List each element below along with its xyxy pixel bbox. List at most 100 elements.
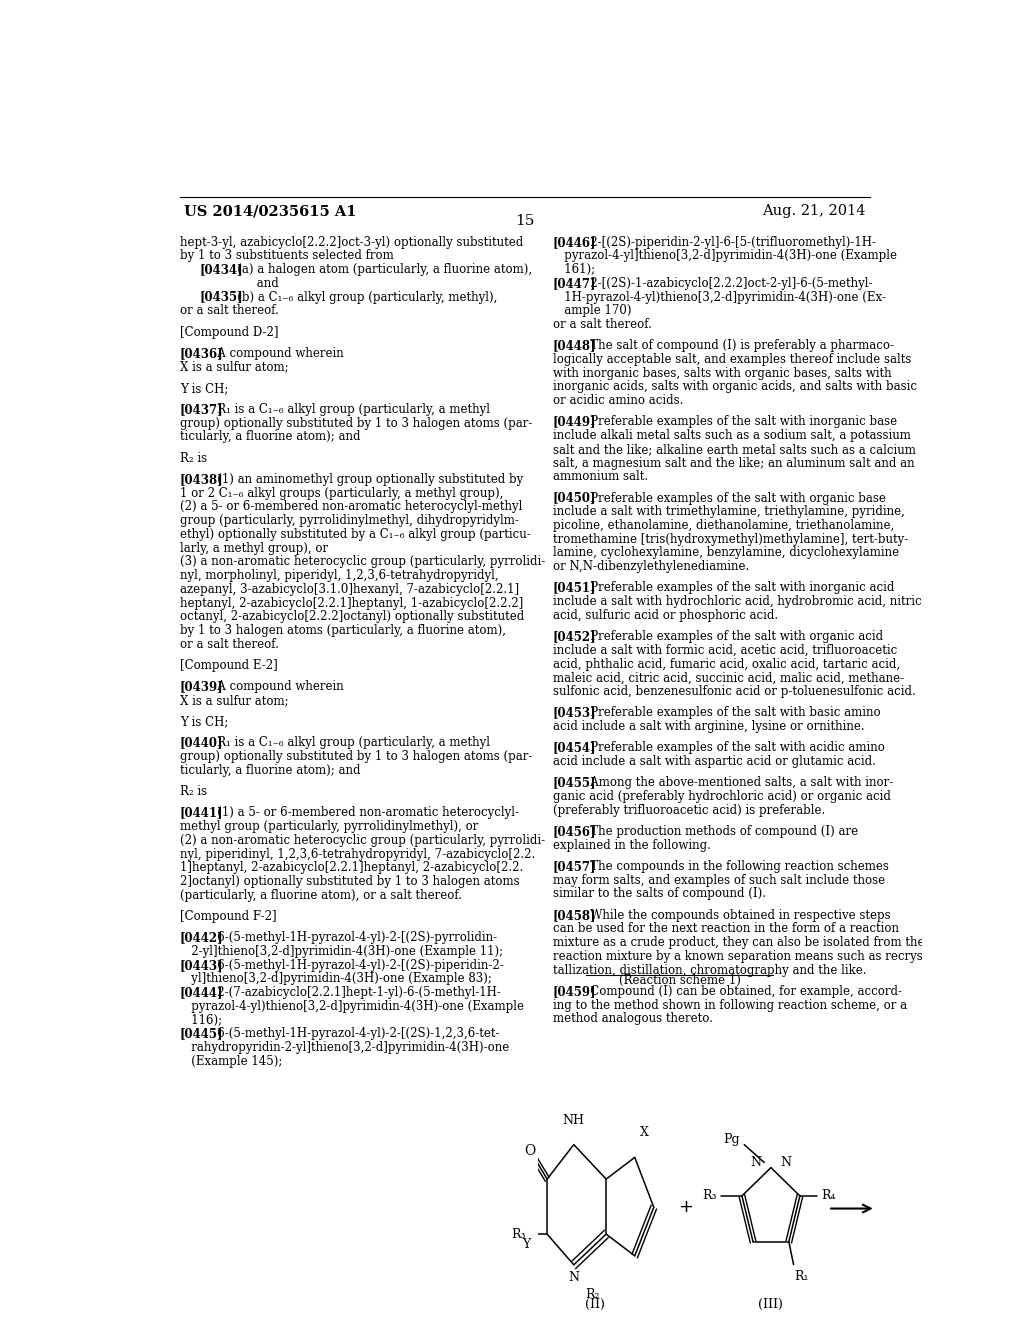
Text: R₁ is a C₁₋₆ alkyl group (particularly, a methyl: R₁ is a C₁₋₆ alkyl group (particularly, …: [206, 737, 490, 750]
Text: nyl, piperidinyl, 1,2,3,6-tetrahydropyridyl, 7-azabicyclo[2.2.: nyl, piperidinyl, 1,2,3,6-tetrahydropyri…: [179, 847, 535, 861]
Text: Preferable examples of the salt with acidic amino: Preferable examples of the salt with aci…: [580, 742, 885, 754]
Text: tromethamine [tris(hydroxymethyl)methylamine], tert-buty-: tromethamine [tris(hydroxymethyl)methyla…: [553, 533, 908, 545]
Text: (Example 145);: (Example 145);: [179, 1055, 282, 1068]
Text: [0439]: [0439]: [179, 680, 223, 693]
Text: R₂ is: R₂ is: [179, 451, 207, 465]
Text: explained in the following.: explained in the following.: [553, 838, 711, 851]
Text: (1) a 5- or 6-membered non-aromatic heterocyclyl-: (1) a 5- or 6-membered non-aromatic hete…: [206, 807, 519, 820]
Text: 1 or 2 C₁₋₆ alkyl groups (particularly, a methyl group),: 1 or 2 C₁₋₆ alkyl groups (particularly, …: [179, 487, 503, 500]
Text: ammonium salt.: ammonium salt.: [553, 470, 648, 483]
Text: ample 170): ample 170): [553, 304, 631, 317]
Text: heptanyl, 2-azabicyclo[2.2.1]heptanyl, 1-azabicyclo[2.2.2]: heptanyl, 2-azabicyclo[2.2.1]heptanyl, 1…: [179, 597, 523, 610]
Text: lamine, cyclohexylamine, benzylamine, dicyclohexylamine: lamine, cyclohexylamine, benzylamine, di…: [553, 546, 899, 560]
Text: salt and the like; alkaline earth metal salts such as a calcium: salt and the like; alkaline earth metal …: [553, 442, 915, 455]
Text: Y is CH;: Y is CH;: [179, 715, 228, 729]
Text: 15: 15: [515, 214, 535, 228]
Text: rahydropyridin-2-yl]thieno[3,2-d]pyrimidin-4(3H)-one: rahydropyridin-2-yl]thieno[3,2-d]pyrimid…: [179, 1041, 509, 1055]
Text: N: N: [568, 1271, 580, 1284]
Text: logically acceptable salt, and examples thereof include salts: logically acceptable salt, and examples …: [553, 352, 911, 366]
Text: [Compound E-2]: [Compound E-2]: [179, 659, 278, 672]
Text: (particularly, a fluorine atom), or a salt thereof.: (particularly, a fluorine atom), or a sa…: [179, 888, 462, 902]
Text: pyrazol-4-yl]thieno[3,2-d]pyrimidin-4(3H)-one (Example: pyrazol-4-yl]thieno[3,2-d]pyrimidin-4(3H…: [553, 249, 897, 263]
Text: 2-[(2S)-1-azabicyclo[2.2.2]oct-2-yl]-6-(5-methyl-: 2-[(2S)-1-azabicyclo[2.2.2]oct-2-yl]-6-(…: [580, 277, 872, 290]
Text: 6-(5-methyl-1H-pyrazol-4-yl)-2-[(2S)-piperidin-2-: 6-(5-methyl-1H-pyrazol-4-yl)-2-[(2S)-pip…: [206, 958, 504, 972]
Text: reaction mixture by a known separation means such as recrys-: reaction mixture by a known separation m…: [553, 950, 927, 962]
Text: and: and: [223, 277, 279, 290]
Text: Preferable examples of the salt with inorganic base: Preferable examples of the salt with ino…: [580, 416, 897, 429]
Text: R₂ is: R₂ is: [179, 785, 207, 799]
Text: (3) a non-aromatic heterocyclic group (particularly, pyrrolidi-: (3) a non-aromatic heterocyclic group (p…: [179, 556, 545, 569]
Text: ticularly, a fluorine atom); and: ticularly, a fluorine atom); and: [179, 430, 360, 444]
Text: [0455]: [0455]: [553, 776, 596, 789]
Text: acid, phthalic acid, fumaric acid, oxalic acid, tartaric acid,: acid, phthalic acid, fumaric acid, oxali…: [553, 657, 900, 671]
Text: [Compound D-2]: [Compound D-2]: [179, 326, 279, 338]
Text: (Reaction scheme 1): (Reaction scheme 1): [618, 974, 740, 986]
Text: (b) a C₁₋₆ alkyl group (particularly, methyl),: (b) a C₁₋₆ alkyl group (particularly, me…: [226, 290, 498, 304]
Text: ing to the method shown in following reaction scheme, or a: ing to the method shown in following rea…: [553, 998, 906, 1011]
Text: X: X: [640, 1126, 648, 1139]
Text: 1]heptanyl, 2-azabicyclo[2.2.1]heptanyl, 2-azabicyclo[2.2.: 1]heptanyl, 2-azabicyclo[2.2.1]heptanyl,…: [179, 862, 523, 874]
Text: [0437]: [0437]: [179, 403, 223, 416]
Text: hept-3-yl, azabicyclo[2.2.2]oct-3-yl) optionally substituted: hept-3-yl, azabicyclo[2.2.2]oct-3-yl) op…: [179, 236, 523, 248]
Text: [0447]: [0447]: [553, 277, 596, 290]
Text: 161);: 161);: [553, 263, 595, 276]
Text: [0449]: [0449]: [553, 416, 596, 429]
Text: ethyl) optionally substituted by a C₁₋₆ alkyl group (particu-: ethyl) optionally substituted by a C₁₋₆ …: [179, 528, 530, 541]
Text: US 2014/0235615 A1: US 2014/0235615 A1: [183, 205, 356, 218]
Text: nyl, morpholinyl, piperidyl, 1,2,3,6-tetrahydropyridyl,: nyl, morpholinyl, piperidyl, 1,2,3,6-tet…: [179, 569, 499, 582]
Text: [0441]: [0441]: [179, 807, 223, 820]
Text: R₃: R₃: [512, 1228, 526, 1241]
Text: method analogous thereto.: method analogous thereto.: [553, 1012, 713, 1026]
Text: or acidic amino acids.: or acidic amino acids.: [553, 395, 683, 407]
Text: N: N: [780, 1156, 792, 1170]
Text: 6-(5-methyl-1H-pyrazol-4-yl)-2-[(2S)-pyrrolidin-: 6-(5-methyl-1H-pyrazol-4-yl)-2-[(2S)-pyr…: [206, 932, 498, 944]
Text: (2) a non-aromatic heterocyclic group (particularly, pyrrolidi-: (2) a non-aromatic heterocyclic group (p…: [179, 834, 545, 847]
Text: group (particularly, pyrrolidinylmethyl, dihydropyridylm-: group (particularly, pyrrolidinylmethyl,…: [179, 515, 518, 527]
Text: yl]thieno[3,2-d]pyrimidin-4(3H)-one (Example 83);: yl]thieno[3,2-d]pyrimidin-4(3H)-one (Exa…: [179, 973, 492, 986]
Text: R₁ is a C₁₋₆ alkyl group (particularly, a methyl: R₁ is a C₁₋₆ alkyl group (particularly, …: [206, 403, 490, 416]
Text: azepanyl, 3-azabicyclo[3.1.0]hexanyl, 7-azabicyclo[2.2.1]: azepanyl, 3-azabicyclo[3.1.0]hexanyl, 7-…: [179, 583, 519, 595]
Text: Pg: Pg: [723, 1133, 739, 1146]
Text: inorganic acids, salts with organic acids, and salts with basic: inorganic acids, salts with organic acid…: [553, 380, 916, 393]
Text: [0458]: [0458]: [553, 908, 596, 921]
Text: [0445]: [0445]: [179, 1027, 223, 1040]
Text: include a salt with hydrochloric acid, hydrobromic acid, nitric: include a salt with hydrochloric acid, h…: [553, 595, 922, 609]
Text: 2-yl]thieno[3,2-d]pyrimidin-4(3H)-one (Example 11);: 2-yl]thieno[3,2-d]pyrimidin-4(3H)-one (E…: [179, 945, 503, 958]
Text: R₂: R₂: [586, 1288, 600, 1300]
Text: [0440]: [0440]: [179, 737, 223, 750]
Text: [0451]: [0451]: [553, 581, 596, 594]
Text: [0444]: [0444]: [179, 986, 223, 999]
Text: include a salt with trimethylamine, triethylamine, pyridine,: include a salt with trimethylamine, trie…: [553, 506, 904, 519]
Text: maleic acid, citric acid, succinic acid, malic acid, methane-: maleic acid, citric acid, succinic acid,…: [553, 672, 904, 684]
Text: Aug. 21, 2014: Aug. 21, 2014: [763, 205, 866, 218]
Text: include a salt with formic acid, acetic acid, trifluoroacetic: include a salt with formic acid, acetic …: [553, 644, 897, 657]
Text: or N,N-dibenzylethylenediamine.: or N,N-dibenzylethylenediamine.: [553, 560, 749, 573]
Text: may form salts, and examples of such salt include those: may form salts, and examples of such sal…: [553, 874, 885, 887]
Text: 2-[(2S)-piperidin-2-yl]-6-[5-(trifluoromethyl)-1H-: 2-[(2S)-piperidin-2-yl]-6-[5-(trifluorom…: [580, 236, 877, 248]
Text: Compound (I) can be obtained, for example, accord-: Compound (I) can be obtained, for exampl…: [580, 985, 902, 998]
Text: (a) a halogen atom (particularly, a fluorine atom),: (a) a halogen atom (particularly, a fluo…: [226, 263, 532, 276]
Text: Y is CH;: Y is CH;: [179, 381, 228, 395]
Text: [0456]: [0456]: [553, 825, 596, 838]
Text: [0436]: [0436]: [179, 347, 223, 360]
Text: 2-(7-azabicyclo[2.2.1]hept-1-yl)-6-(5-methyl-1H-: 2-(7-azabicyclo[2.2.1]hept-1-yl)-6-(5-me…: [206, 986, 501, 999]
Text: tallization, distillation, chromatography and the like.: tallization, distillation, chromatograph…: [553, 964, 866, 977]
Text: [0442]: [0442]: [179, 932, 223, 944]
Text: Preferable examples of the salt with organic acid: Preferable examples of the salt with org…: [580, 630, 884, 643]
Text: [0438]: [0438]: [179, 473, 223, 486]
Text: [0448]: [0448]: [553, 339, 596, 352]
Text: R₁: R₁: [795, 1270, 809, 1283]
Text: group) optionally substituted by 1 to 3 halogen atoms (par-: group) optionally substituted by 1 to 3 …: [179, 417, 531, 430]
Text: Y: Y: [522, 1238, 530, 1251]
Text: 6-(5-methyl-1H-pyrazol-4-yl)-2-[(2S)-1,2,3,6-tet-: 6-(5-methyl-1H-pyrazol-4-yl)-2-[(2S)-1,2…: [206, 1027, 500, 1040]
Text: acid include a salt with arginine, lysine or ornithine.: acid include a salt with arginine, lysin…: [553, 719, 864, 733]
Text: 116);: 116);: [179, 1014, 222, 1027]
Text: [0453]: [0453]: [553, 706, 596, 719]
Text: methyl group (particularly, pyrrolidinylmethyl), or: methyl group (particularly, pyrrolidinyl…: [179, 820, 478, 833]
Text: (III): (III): [759, 1298, 783, 1311]
Text: salt, a magnesium salt and the like; an aluminum salt and an: salt, a magnesium salt and the like; an …: [553, 457, 914, 470]
Text: X is a sulfur atom;: X is a sulfur atom;: [179, 694, 288, 708]
Text: sulfonic acid, benzenesulfonic acid or p-toluenesulfonic acid.: sulfonic acid, benzenesulfonic acid or p…: [553, 685, 915, 698]
Text: [0459]: [0459]: [553, 985, 596, 998]
Text: [0457]: [0457]: [553, 859, 596, 873]
